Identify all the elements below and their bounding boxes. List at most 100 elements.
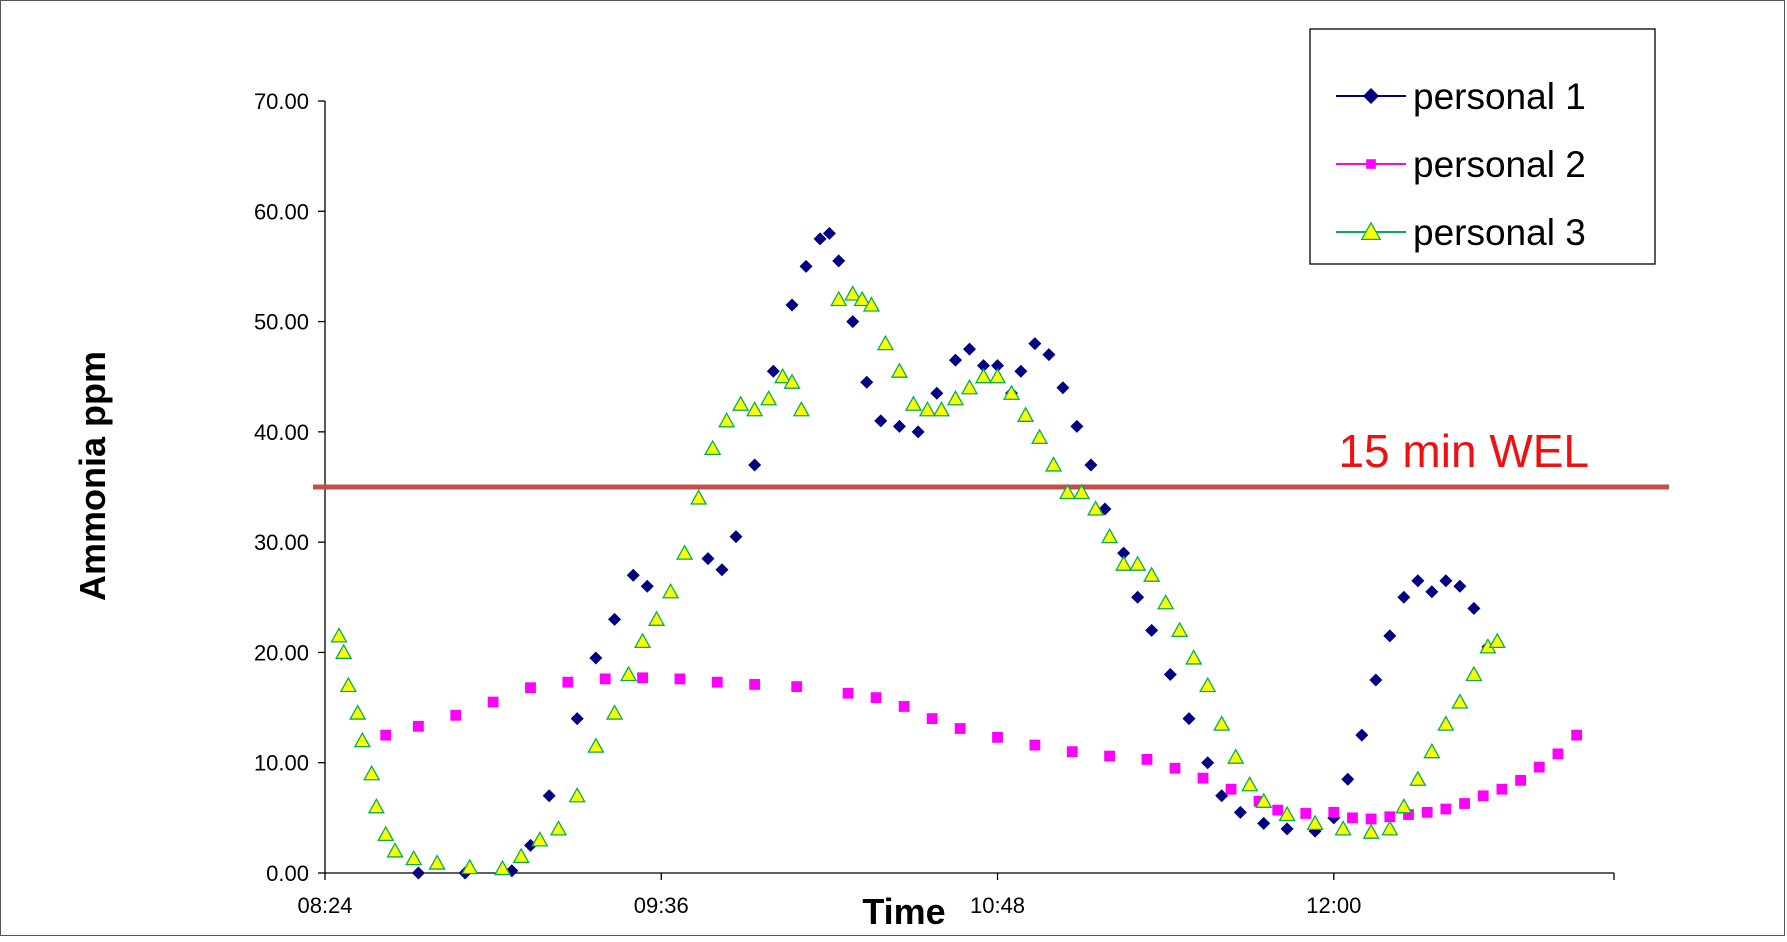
data-point [1280,822,1294,836]
series-3 [330,285,1506,876]
data-point [1028,337,1042,351]
data-point [746,400,764,417]
data-point [791,681,803,693]
data-point [876,334,895,351]
data-point [846,315,860,329]
data-point [1278,805,1296,822]
data-point [1145,623,1159,637]
data-point [1014,364,1028,378]
data-point [330,627,348,643]
data-point [1042,348,1056,362]
x-axis-label: Time [862,891,945,932]
data-point [860,375,874,389]
data-point [1101,527,1119,544]
series-group [330,226,1583,880]
data-point [367,798,385,814]
y-tick-label: 10.00 [254,751,309,776]
data-point [405,849,423,866]
data-point [874,414,888,428]
data-point [988,367,1007,384]
data-point [377,825,395,842]
data-point [718,412,736,428]
data-point [1233,805,1247,819]
data-point [1515,774,1526,786]
data-point [1255,792,1273,808]
data-point [1459,798,1470,809]
wel-reference-label: 15 min WEL [1338,425,1589,477]
data-point [1272,804,1284,816]
legend-box [1309,28,1656,265]
data-point [1016,406,1035,422]
axes: 0.00 10.00 20.00 30.00 40.00 50.00 60.00 70.00 0… [254,89,1615,918]
data-point [783,373,801,389]
legend-marker [1360,221,1382,241]
data-point [792,400,810,417]
data-point [634,632,652,649]
data-point [774,367,792,384]
data-point [525,682,536,694]
data-point [1058,483,1077,500]
data-point [1381,820,1399,836]
data-point [785,298,799,312]
data-point [1197,772,1209,784]
data-point [1369,673,1383,687]
data-point [487,696,499,708]
data-point [608,612,622,626]
data-point [832,254,846,268]
data-point [493,859,512,876]
data-point [450,709,462,721]
data-point [1066,746,1078,758]
data-point [918,400,937,417]
data-point [1087,500,1105,516]
data-point [637,672,648,684]
x-tick-label: 08:24 [297,893,352,918]
data-point [870,692,882,704]
data-point [799,259,813,273]
data-point [974,367,993,384]
data-point [748,458,762,472]
data-point [335,643,353,660]
data-point [1403,809,1414,820]
data-point [1496,783,1508,795]
series-1 [411,226,1495,880]
data-point [1182,712,1196,726]
data-point [1257,816,1271,830]
data-point [461,858,479,875]
y-tick-label: 70.00 [254,89,309,114]
data-point [1451,693,1469,709]
data-point [1029,739,1041,751]
data-point [1117,546,1131,560]
data-point [813,232,827,246]
data-point [1437,715,1455,731]
data-point [1104,750,1116,762]
data-point [1347,812,1358,824]
data-point [954,723,966,734]
data-point [1397,590,1411,604]
data-point [1411,574,1425,588]
legend-label: personal 1 [1413,76,1586,117]
data-point [1171,621,1189,638]
data-point [380,729,392,741]
data-point [890,362,909,378]
data-point [1421,806,1433,818]
data-point [589,651,603,665]
y-tick-label: 20.00 [254,640,309,665]
data-point [749,679,761,690]
data-point [760,389,778,406]
data-point [1365,813,1377,825]
data-point [1070,419,1084,433]
data-point [619,665,638,682]
data-point [830,290,848,307]
data-point [1131,590,1145,604]
data-point [1044,456,1063,472]
data-point [1355,728,1369,742]
data-point [1409,770,1427,786]
data-point [1199,676,1217,693]
data-point [701,552,715,566]
legend: personal 1 personal 2 personal 3 [1309,28,1656,265]
legend-marker [1363,88,1379,104]
data-point [842,687,854,699]
data-point [946,389,965,406]
data-point [1328,806,1340,818]
